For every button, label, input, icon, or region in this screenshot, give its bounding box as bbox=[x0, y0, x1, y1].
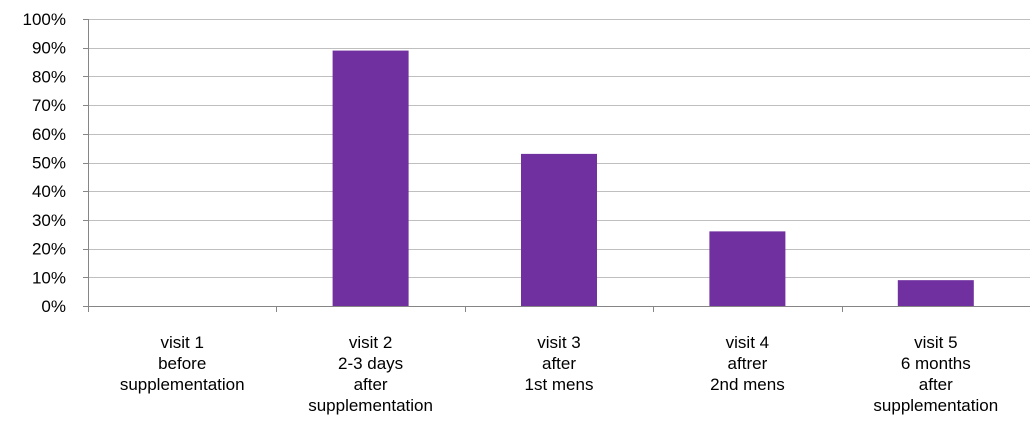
y-tick-label: 90% bbox=[32, 39, 66, 58]
bars bbox=[332, 50, 974, 306]
bar bbox=[709, 231, 786, 306]
x-category-label: visit 2 2-3 days after supplementation bbox=[308, 333, 433, 415]
x-category-label: visit 3 after 1st mens bbox=[525, 333, 594, 394]
y-tick-label: 10% bbox=[32, 268, 66, 287]
axes bbox=[83, 19, 1030, 312]
y-tick-label: 70% bbox=[32, 96, 66, 115]
bar bbox=[897, 280, 974, 306]
bar bbox=[521, 153, 597, 306]
y-tick-label: 50% bbox=[32, 154, 66, 173]
bar bbox=[332, 50, 409, 306]
x-category-labels: visit 1 before supplementation visit 2 2-3 d… bbox=[120, 333, 998, 415]
y-tick-label: 20% bbox=[32, 240, 66, 259]
x-category-label: visit 4 aftrer 2nd mens bbox=[710, 333, 785, 394]
y-tick-label: 60% bbox=[32, 125, 66, 144]
y-tick-label: 80% bbox=[32, 67, 66, 86]
y-tick-label: 40% bbox=[32, 182, 66, 201]
y-tick-label: 0% bbox=[41, 297, 66, 316]
x-category-label: visit 1 before supplementation bbox=[120, 333, 245, 394]
y-tick-label: 30% bbox=[32, 211, 66, 230]
y-tick-labels: 0% 10% 20% 30% 40% 50% 60% 70% 80% 90% 100% bbox=[23, 10, 66, 316]
y-tick-label: 100% bbox=[23, 10, 66, 29]
